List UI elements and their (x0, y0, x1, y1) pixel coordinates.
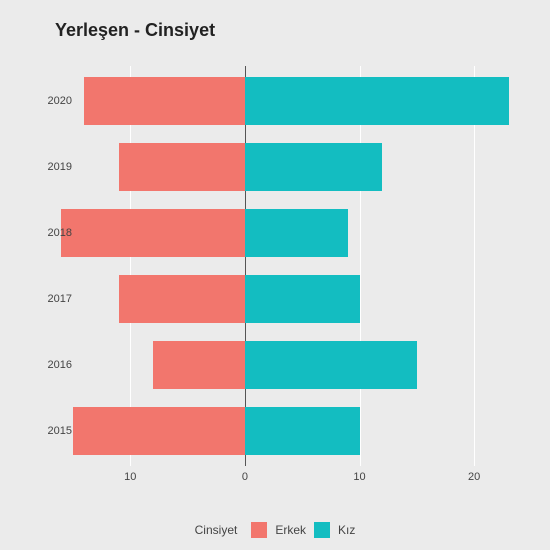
legend-label-right: Kız (338, 523, 355, 537)
bar-right (245, 341, 417, 389)
xtick-label: 0 (242, 471, 248, 483)
legend: Cinsiyet Erkek Kız (0, 522, 550, 538)
bar-left (61, 209, 244, 257)
xtick-label: 20 (468, 471, 480, 483)
bar-right (245, 275, 360, 323)
bar-left (153, 341, 245, 389)
legend-label-left: Erkek (275, 523, 306, 537)
bar-row (50, 407, 520, 455)
ytick-label: 2015 (32, 425, 72, 437)
bar-row (50, 77, 520, 125)
bar-left (119, 143, 245, 191)
bar-row (50, 341, 520, 389)
gridline (474, 66, 475, 466)
plot-area: 1001020 (50, 66, 520, 466)
bar-right (245, 209, 348, 257)
ytick-label: 2018 (32, 227, 72, 239)
legend-swatch-left (251, 522, 267, 538)
ytick-label: 2019 (32, 161, 72, 173)
bar-left (84, 77, 244, 125)
chart-title: Yerleşen - Cinsiyet (55, 20, 535, 41)
gridline (130, 66, 131, 466)
bar-left (119, 275, 245, 323)
ytick-label: 2017 (32, 293, 72, 305)
zero-axis (245, 66, 246, 466)
legend-title: Cinsiyet (195, 523, 238, 537)
gridline (360, 66, 361, 466)
bar-row (50, 209, 520, 257)
chart-container: Yerleşen - Cinsiyet 1001020 Cinsiyet Erk… (0, 0, 550, 550)
ytick-label: 2016 (32, 359, 72, 371)
bar-row (50, 275, 520, 323)
ytick-label: 2020 (32, 95, 72, 107)
xtick-label: 10 (124, 471, 136, 483)
legend-swatch-right (314, 522, 330, 538)
bar-row (50, 143, 520, 191)
bar-right (245, 407, 360, 455)
bar-left (73, 407, 245, 455)
xtick-label: 10 (353, 471, 365, 483)
bar-right (245, 143, 383, 191)
bar-right (245, 77, 509, 125)
